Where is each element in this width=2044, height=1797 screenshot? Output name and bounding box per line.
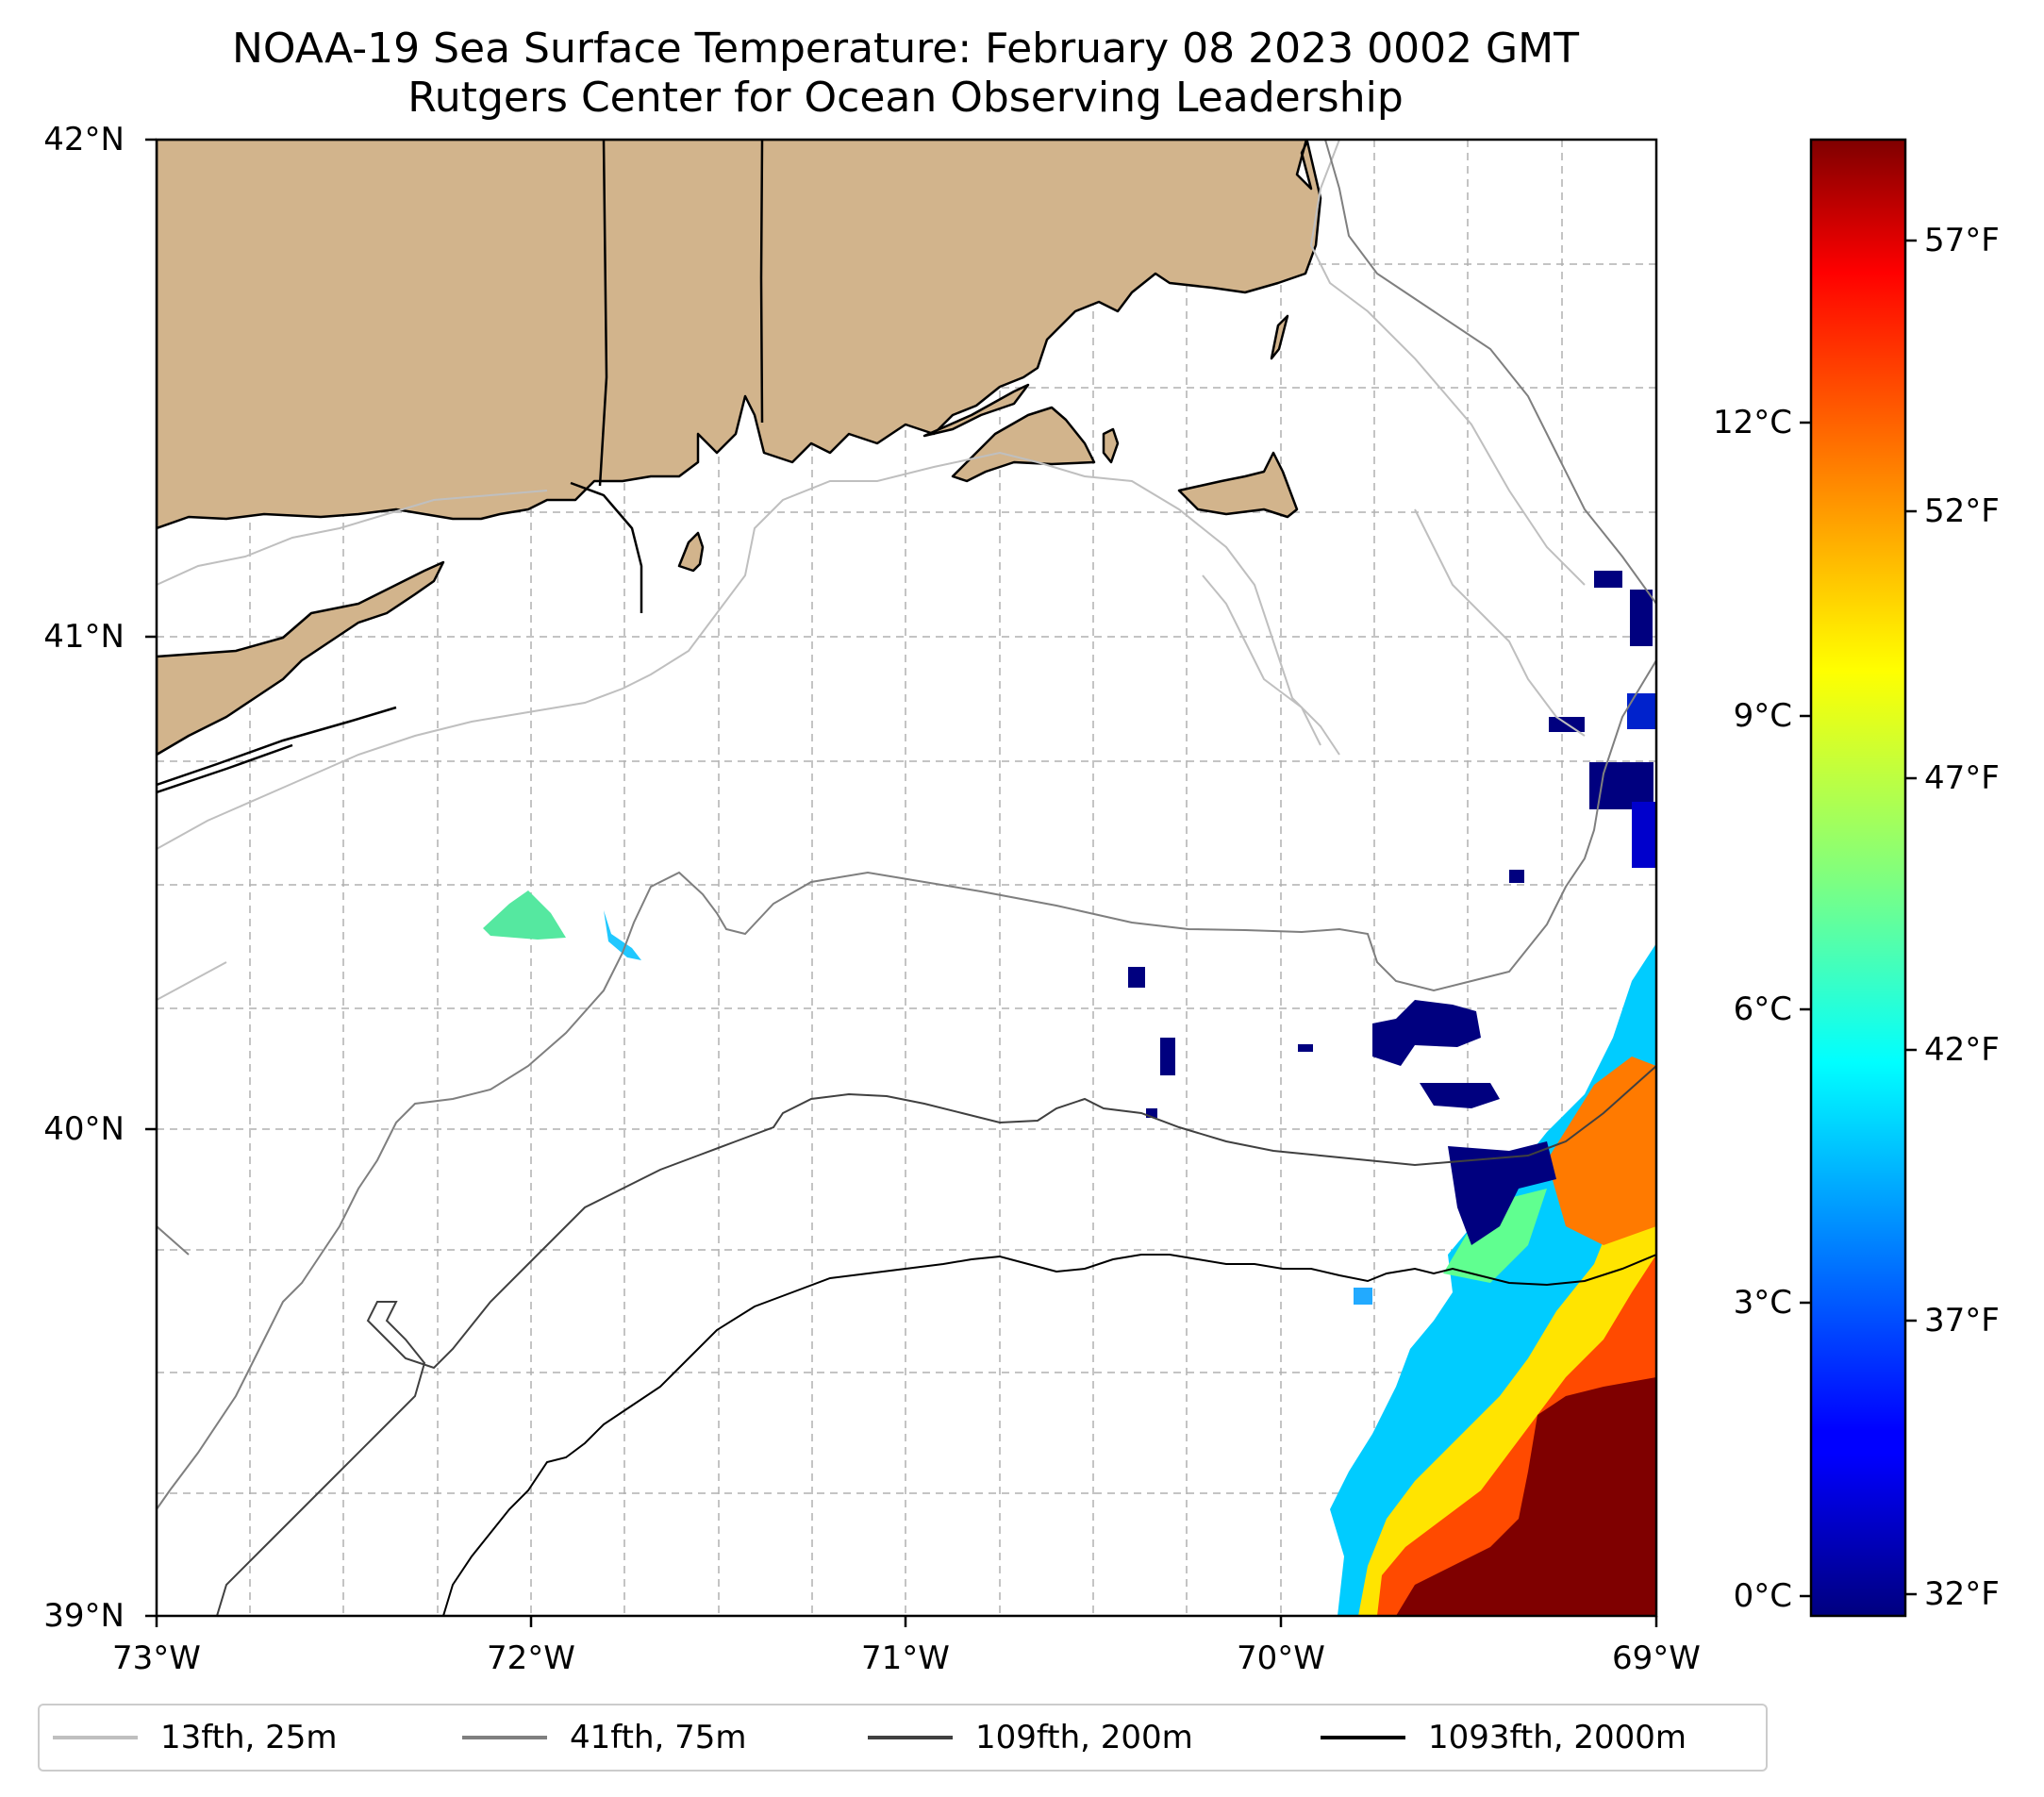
legend-item-75m: 41fth, 75m	[462, 1705, 747, 1770]
legend-item-2000m: 1093fth, 2000m	[1321, 1705, 1687, 1770]
map-subtitle: Rutgers Center for Ocean Observing Leade…	[407, 74, 1404, 122]
lat-tick-label: 41°N	[43, 618, 125, 656]
lon-tick-label: 73°W	[112, 1639, 201, 1677]
land	[157, 140, 1322, 757]
legend-label: 109fth, 200m	[975, 1719, 1193, 1756]
colorbar-celsius-label: 6°C	[1733, 990, 1792, 1028]
colorbar-fahrenheit-label: 37°F	[1924, 1302, 2000, 1339]
boundaries	[157, 140, 764, 794]
legend-swatch	[868, 1736, 953, 1739]
colorbar-fahrenheit-label: 52°F	[1924, 492, 2000, 530]
contour-200m	[216, 1065, 1656, 1616]
legend-label: 13fth, 25m	[160, 1719, 338, 1756]
axis-ticks	[145, 138, 1658, 1627]
legend-item-200m: 109fth, 200m	[868, 1705, 1193, 1770]
legend-swatch	[462, 1736, 547, 1739]
lon-tick-label: 71°W	[861, 1639, 950, 1677]
lat-tick-label: 42°N	[43, 121, 125, 158]
legend-swatch	[53, 1736, 138, 1739]
colorbar-celsius-label: 12°C	[1712, 404, 1792, 441]
lat-tick-label: 40°N	[43, 1110, 125, 1148]
colorbar-fahrenheit-label: 57°F	[1924, 222, 2000, 259]
colorbar-fahrenheit-label: 47°F	[1924, 759, 2000, 797]
contour-legend: 13fth, 25m 41fth, 75m 109fth, 200m 1093f…	[38, 1704, 1768, 1772]
lon-tick-label: 70°W	[1237, 1639, 1325, 1677]
colorbar-fahrenheit-label: 32°F	[1924, 1575, 2000, 1613]
colorbar-celsius-label: 3°C	[1733, 1284, 1792, 1322]
map-title: NOAA-19 Sea Surface Temperature: Februar…	[232, 25, 1579, 73]
colorbar-fahrenheit-label: 42°F	[1924, 1031, 2000, 1069]
colorbar-celsius-label: 0°C	[1733, 1577, 1792, 1615]
lon-tick-label: 69°W	[1612, 1639, 1701, 1677]
contour-25m	[157, 140, 1586, 1001]
legend-swatch	[1321, 1736, 1405, 1739]
colorbar	[1809, 138, 1907, 1618]
lon-tick-label: 72°W	[487, 1639, 575, 1677]
lat-tick-label: 39°N	[43, 1597, 125, 1635]
colorbar-celsius-label: 9°C	[1733, 697, 1792, 735]
colorbar-ticks	[1800, 239, 1917, 1598]
legend-label: 1093fth, 2000m	[1428, 1719, 1687, 1756]
legend-item-25m: 13fth, 25m	[53, 1705, 338, 1770]
contour-75m	[157, 140, 1656, 1510]
contour-2000m	[442, 1254, 1656, 1616]
legend-label: 41fth, 75m	[570, 1719, 747, 1756]
